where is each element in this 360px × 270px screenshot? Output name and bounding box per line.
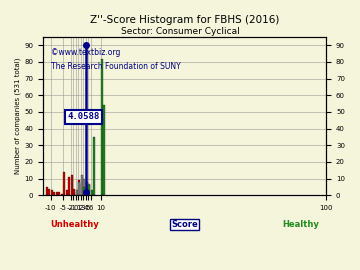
Bar: [66, 190, 68, 195]
Bar: [48, 188, 50, 195]
Bar: [78, 180, 80, 195]
Y-axis label: Number of companies (531 total): Number of companies (531 total): [15, 58, 22, 174]
Text: Sector: Consumer Cyclical: Sector: Consumer Cyclical: [121, 27, 239, 36]
Bar: [76, 190, 78, 195]
Bar: [86, 182, 88, 195]
Bar: [61, 194, 63, 195]
Bar: [81, 184, 83, 195]
Bar: [68, 177, 71, 195]
Bar: [103, 105, 105, 195]
Bar: [73, 188, 75, 195]
Bar: [83, 187, 85, 195]
Bar: [46, 187, 48, 195]
Bar: [81, 175, 83, 195]
Title: Z''-Score Histogram for FBHS (2016): Z''-Score Histogram for FBHS (2016): [90, 15, 279, 25]
Bar: [63, 172, 66, 195]
Text: Healthy: Healthy: [282, 220, 319, 229]
Bar: [88, 184, 90, 195]
Bar: [78, 182, 80, 195]
Text: Score: Score: [171, 220, 198, 229]
Bar: [71, 175, 73, 195]
Bar: [88, 185, 90, 195]
Bar: [91, 190, 93, 195]
Bar: [101, 59, 103, 195]
Bar: [83, 190, 85, 195]
Bar: [93, 137, 95, 195]
Bar: [83, 178, 85, 195]
Bar: [51, 190, 53, 195]
Text: The Research Foundation of SUNY: The Research Foundation of SUNY: [51, 62, 181, 71]
Bar: [58, 192, 60, 195]
Bar: [56, 192, 58, 195]
Bar: [53, 192, 55, 195]
Text: 4.0588: 4.0588: [67, 112, 99, 122]
Text: ©www.textbiz.org: ©www.textbiz.org: [51, 48, 121, 57]
Bar: [76, 192, 78, 195]
Text: Unhealthy: Unhealthy: [50, 220, 99, 229]
Bar: [86, 187, 88, 195]
